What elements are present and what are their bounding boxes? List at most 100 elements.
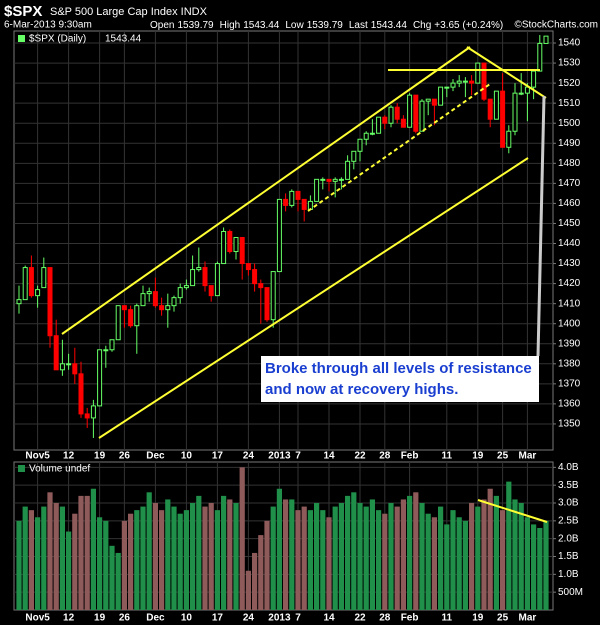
volume-bar [66,531,72,610]
y-tick-label: 1460 [558,198,581,209]
candle-body [202,267,208,287]
y-tick-label: 1.5B [558,551,579,562]
y-tick-label: 1520 [558,78,581,89]
volume-bar [84,495,90,610]
candle-body [388,106,394,124]
y-tick-label: 2.5B [558,515,579,526]
x-tick-label: 2013 [268,613,291,624]
volume-bar [369,499,375,610]
quote-value: 1543.44 [243,20,280,31]
volume-bar [543,520,549,610]
lower-channel [98,157,529,439]
candle-body [400,118,406,128]
volume-bar [35,517,41,610]
quote-label: Chg [413,20,431,31]
candle-body [425,98,431,102]
candle-body [500,90,506,148]
x-tick-label: 19 [472,613,484,624]
candle-body [276,198,282,273]
volume-bar [115,552,121,610]
x-tick-label: 7 [295,451,301,462]
y-tick-label: 4.0B [558,462,579,473]
y-tick-label: 1370 [558,378,581,389]
candle-body [469,80,475,84]
candle-body [270,271,276,321]
symbol: $SPX [4,3,42,20]
quote: Open 1539.79 High 1543.44 Low 1539.79 Last 1543… [150,20,503,31]
candle-body [258,283,264,289]
volume-bar [307,510,313,610]
candle-body [481,62,487,100]
candle-body [239,236,245,265]
volume-bar [227,499,233,610]
volume-bar [202,506,208,610]
x-tick-label: 19 [94,613,106,624]
candle-body [245,263,251,271]
volume-bar [28,510,34,610]
y-tick-label: 1.0B [558,569,579,580]
candle-body [531,70,537,88]
quote-label: Last [349,20,368,31]
x-tick-label: Mar [519,451,537,462]
x-tick-label: Feb [401,451,419,462]
candle-body [53,335,59,371]
volume-bar [512,499,518,610]
candle-body [41,267,47,289]
candle-body [177,287,183,299]
quote-value: 1539.79 [177,20,214,31]
candle-body [171,297,177,307]
volume-bar [97,517,103,610]
y-tick-label: 1380 [558,358,581,369]
volume-bar [53,503,59,610]
y-tick-label: 500M [558,587,583,598]
candle-body [196,267,202,271]
volume-bar [431,517,437,610]
volume-bar [47,492,53,610]
volume-bar [345,495,351,610]
volume-bar [283,499,289,610]
x-tick-label: 7 [295,613,301,624]
legend-label: $SPX (Daily) [29,34,86,45]
candle-body [431,98,437,106]
candle-body [159,305,165,311]
volume-bar [357,503,363,610]
volume-bar [481,499,487,610]
x-tick-label: 10 [181,451,193,462]
volume-bar [264,520,270,610]
y-tick-label: 1540 [558,38,581,49]
candle-body [28,267,34,297]
volume-bar [493,495,499,610]
candle-body [394,106,400,120]
candle-body [376,116,382,134]
x-tick-label: Mar [519,613,537,624]
candle-body [59,363,65,371]
y-tick-label: 1360 [558,399,581,410]
x-tick-label: 17 [212,613,224,624]
y-tick-label: 1490 [558,138,581,149]
volume-bar [103,520,109,610]
volume-bar [351,492,357,610]
candle-body [363,132,369,140]
volume-bar [22,506,28,610]
candle-body [301,198,307,210]
volume-trend [477,499,548,523]
title: S&P 500 Large Cap Index INDX [50,6,208,18]
x-tick-label: 24 [243,613,255,624]
volume-bar [171,506,177,610]
volume-bar [190,503,196,610]
marks [16,35,549,610]
volume-bar [72,513,78,610]
candle-body [227,230,233,253]
y-tick-label: 1470 [558,178,581,189]
y-tick-label: 1350 [558,419,581,430]
date: 6-Mar-2013 9:30am [4,20,92,31]
volume-bar [388,503,394,610]
volume-bar [338,503,344,610]
volume-bar [376,510,382,610]
credit: ©StockCharts.com [514,20,598,31]
volume-bar [16,520,22,610]
volume-bar [537,527,543,610]
candle-body [214,263,220,297]
volume-bar [524,517,530,610]
